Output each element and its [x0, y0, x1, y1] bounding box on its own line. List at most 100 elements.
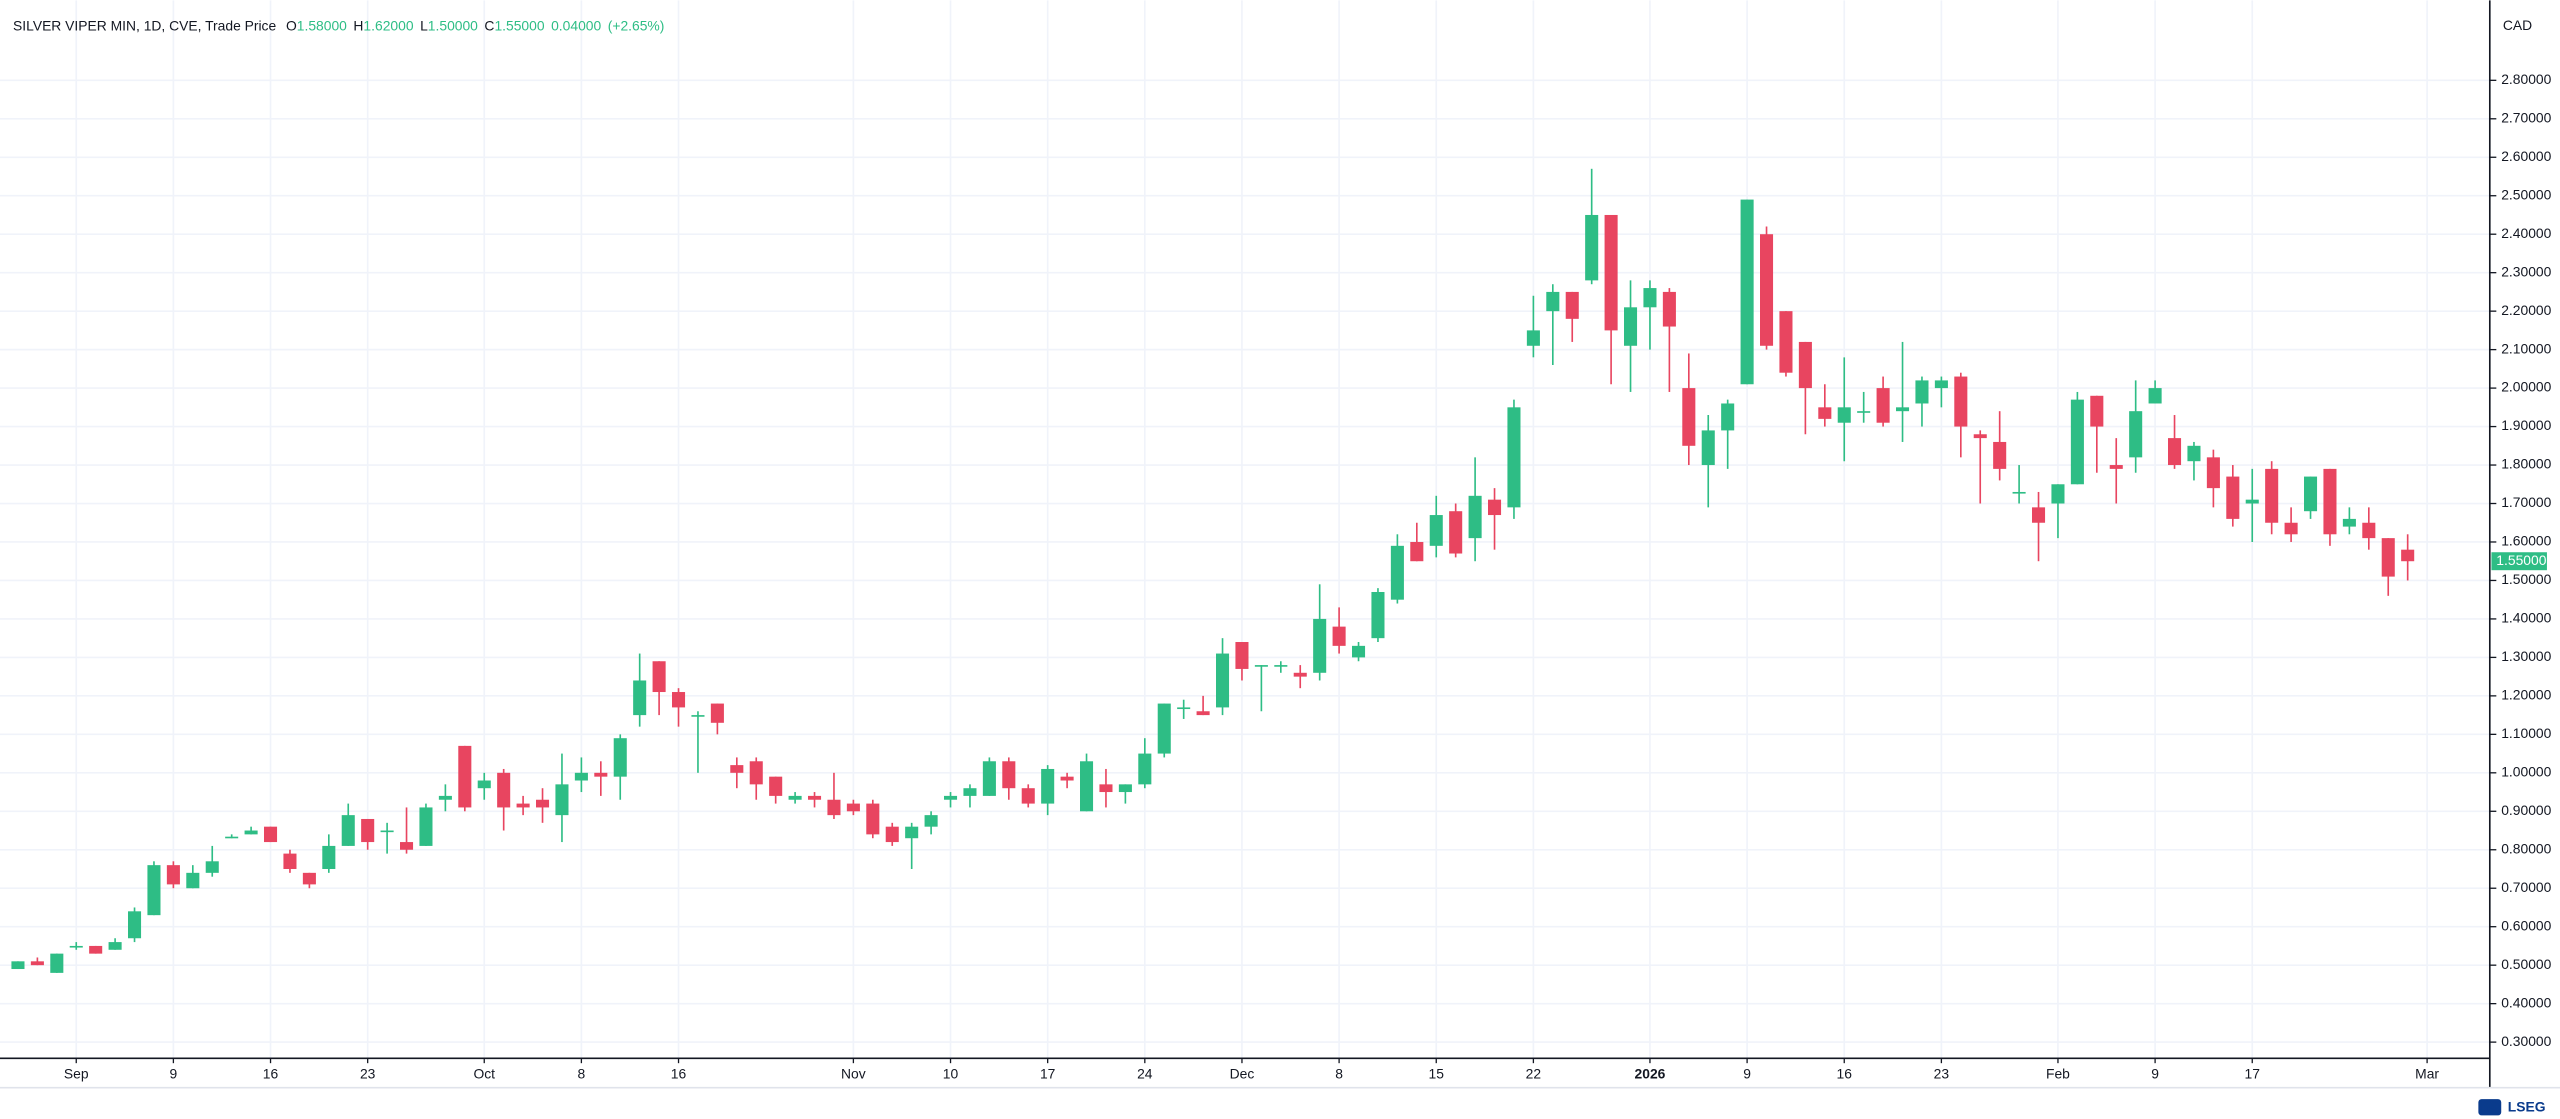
candle-body — [2265, 468, 2279, 523]
logo: LSEG — [2478, 1099, 2545, 1116]
candle-body — [1254, 665, 1268, 667]
x-tick-label: 2026 — [1635, 1065, 1666, 1081]
y-tick-label: 2.50000 — [2501, 186, 2551, 202]
candle-body — [963, 788, 977, 796]
candle-body — [1157, 703, 1171, 754]
currency: CAD — [2503, 17, 2532, 33]
candle-body — [458, 745, 472, 808]
ohlc-label: L — [420, 17, 428, 33]
candle-body — [1468, 495, 1482, 539]
candle-body — [2012, 491, 2026, 494]
candle-body — [1002, 761, 1016, 789]
candle-body — [264, 826, 278, 843]
last-price-label: 1.55000 — [2496, 552, 2546, 568]
candle-body — [1662, 291, 1676, 327]
candle-body — [1604, 214, 1618, 331]
candle-body — [1701, 430, 1715, 466]
candle-body — [808, 795, 822, 800]
x-tick-label: 23 — [360, 1065, 376, 1081]
candle-body — [1313, 618, 1327, 673]
x-tick-label: 9 — [170, 1065, 178, 1081]
candle-body — [846, 803, 860, 812]
candle-body — [341, 815, 355, 846]
candle-body — [594, 772, 608, 777]
ohlc-value: 1.55000 — [494, 17, 544, 33]
candle-body — [574, 772, 588, 781]
candle-body — [1177, 707, 1191, 710]
y-tick-label: 0.40000 — [2501, 994, 2551, 1010]
candle-body — [2070, 399, 2084, 485]
candle-body — [1410, 541, 1424, 562]
candle-body — [302, 872, 316, 885]
logo-icon — [2478, 1099, 2502, 1116]
candle-body — [905, 826, 919, 839]
y-tick-label: 1.10000 — [2501, 725, 2551, 741]
x-tick-label: 8 — [1335, 1065, 1343, 1081]
y-tick-label: 2.20000 — [2501, 302, 2551, 318]
candle-body — [2226, 476, 2240, 519]
x-tick-label: 16 — [263, 1065, 279, 1081]
candle-body — [147, 865, 161, 916]
x-tick-label: 10 — [943, 1065, 959, 1081]
x-tick-label: Dec — [1230, 1065, 1255, 1081]
candle-body — [1857, 411, 1871, 413]
candle-body — [1721, 403, 1735, 431]
y-tick-label: 2.10000 — [2501, 340, 2551, 356]
ohlc-value: 1.50000 — [428, 17, 478, 33]
candle-body — [1624, 307, 1638, 346]
x-tick-label: 15 — [1429, 1065, 1445, 1081]
candle-body — [2381, 538, 2395, 577]
ohlc-change: 0.04000 — [551, 17, 601, 33]
candle-body — [2090, 395, 2104, 427]
candle-body — [769, 776, 783, 796]
candle-body — [1915, 380, 1929, 404]
candle-body — [380, 830, 394, 833]
candle-body — [2168, 438, 2182, 466]
candle-body — [419, 807, 433, 846]
x-tick-label: 23 — [1934, 1065, 1950, 1081]
x-tick-label: 9 — [1743, 1065, 1751, 1081]
candle-body — [225, 836, 239, 839]
candle-body — [1449, 511, 1463, 554]
candle-body — [1896, 407, 1910, 412]
candle-body — [1779, 311, 1793, 373]
candle-body — [1293, 672, 1307, 677]
candle-body — [885, 826, 899, 843]
candle-body — [477, 780, 491, 789]
x-tick-label: 16 — [671, 1065, 687, 1081]
y-tick-label: 0.80000 — [2501, 840, 2551, 856]
candle-body — [497, 772, 511, 808]
axes: 0.30000 0.40000 0.50000 0.60000 0.70000 0.800… — [64, 71, 2552, 1081]
ohlc-value: 1.62000 — [363, 17, 413, 33]
candle-body — [1429, 515, 1443, 546]
logo-text: LSEG — [2508, 1099, 2546, 1115]
candle-body — [361, 818, 375, 843]
candle-body — [944, 795, 958, 800]
candle-body — [749, 761, 763, 785]
y-tick-label: 2.00000 — [2501, 379, 2551, 395]
candle-body — [1954, 376, 1968, 427]
candle-body — [400, 842, 414, 850]
candle-body — [1138, 753, 1152, 785]
y-tick-label: 0.70000 — [2501, 879, 2551, 895]
x-tick-label: Mar — [2415, 1065, 2439, 1081]
ohlc-label: C — [484, 17, 494, 33]
candle-body — [710, 703, 724, 723]
x-tick-label: Feb — [2046, 1065, 2070, 1081]
x-tick-label: 17 — [1040, 1065, 1056, 1081]
candle-body — [205, 861, 219, 873]
candle-body — [1818, 407, 1832, 419]
candle-body — [128, 911, 142, 939]
candle-body — [1740, 199, 1754, 385]
candle-body — [827, 799, 841, 816]
candle-body — [1390, 545, 1404, 600]
candles — [11, 168, 2415, 973]
candle-body — [1118, 784, 1132, 793]
y-tick-label: 1.00000 — [2501, 763, 2551, 779]
candle-body — [1041, 768, 1055, 804]
candle-body — [2109, 465, 2123, 469]
x-tick-label: 22 — [1526, 1065, 1542, 1081]
x-tick-label: Sep — [64, 1065, 89, 1081]
candle-body — [2342, 518, 2356, 527]
